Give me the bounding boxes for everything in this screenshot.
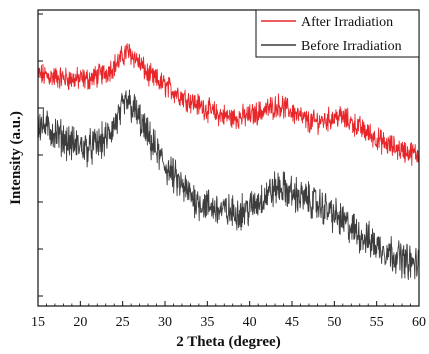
x-tick-label: 60 (412, 315, 426, 330)
x-tick-label: 50 (327, 315, 341, 330)
x-tick-label: 55 (370, 315, 384, 330)
series-line-after-irradiation (37, 43, 420, 166)
series-line-before-irradiation (37, 89, 420, 281)
x-tick-label: 45 (285, 315, 299, 330)
series-layer (37, 43, 420, 281)
legend-label-before: Before Irradiation (301, 39, 402, 54)
legend: After Irradiation Before Irradiation (255, 9, 420, 58)
legend-label-after: After Irradiation (301, 15, 393, 30)
x-tick-label: 20 (73, 315, 87, 330)
x-tick-label: 40 (243, 315, 257, 330)
x-tick-label: 15 (31, 315, 45, 330)
plot-frame (37, 9, 420, 307)
legend-box (255, 9, 420, 58)
x-axis-title: 2 Theta (degree) (176, 334, 280, 350)
y-axis-title: Intensity (a.u.) (8, 111, 24, 205)
x-tick-label: 35 (200, 315, 214, 330)
x-tick-label: 25 (116, 315, 130, 330)
ticks-layer: 15 20 25 30 35 40 45 50 55 60 (31, 13, 426, 330)
x-tick-label: 30 (158, 315, 172, 330)
